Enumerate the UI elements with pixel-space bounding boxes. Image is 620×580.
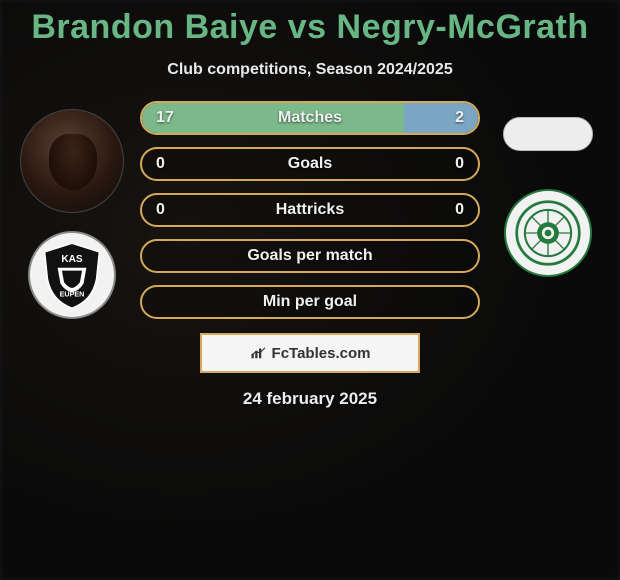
- stat-value-left: 17: [142, 109, 192, 127]
- brand-footer[interactable]: FcTables.com: [200, 333, 420, 373]
- stat-row: 0Goals0: [140, 147, 480, 181]
- left-player-photo: [20, 109, 124, 213]
- page-title: Brandon Baiye vs Negry-McGrath: [31, 8, 588, 47]
- right-club-badge: [504, 189, 592, 277]
- comparison-area: KAS EUPEN 17Matches20Goals00Hattricks0Go…: [0, 101, 620, 319]
- shield-icon: KAS EUPEN: [36, 239, 108, 311]
- left-player-column: KAS EUPEN: [12, 101, 132, 319]
- subtitle: Club competitions, Season 2024/2025: [167, 61, 452, 79]
- left-club-badge: KAS EUPEN: [28, 231, 116, 319]
- stat-value-right: 0: [428, 155, 478, 173]
- stat-label: Hattricks: [192, 201, 428, 219]
- stat-value-left: 0: [142, 201, 192, 219]
- stat-value-right: 2: [428, 109, 478, 127]
- stat-row: 17Matches2: [140, 101, 480, 135]
- right-player-column: [488, 101, 608, 277]
- brand-text: FcTables.com: [272, 345, 371, 362]
- date-label: 24 february 2025: [243, 389, 377, 409]
- stat-label: Matches: [192, 109, 428, 127]
- svg-text:KAS: KAS: [61, 254, 83, 265]
- stat-row: Min per goal: [140, 285, 480, 319]
- stat-label: Min per goal: [192, 293, 428, 311]
- right-player-photo: [503, 117, 593, 151]
- stat-label: Goals per match: [192, 247, 428, 265]
- stat-bars: 17Matches20Goals00Hattricks0Goals per ma…: [140, 101, 480, 319]
- stat-row: 0Hattricks0: [140, 193, 480, 227]
- club-crest-icon: [514, 199, 582, 267]
- stat-value-left: 0: [142, 155, 192, 173]
- stat-value-right: 0: [428, 201, 478, 219]
- stat-label: Goals: [192, 155, 428, 173]
- stat-row: Goals per match: [140, 239, 480, 273]
- card-root: Brandon Baiye vs Negry-McGrath Club comp…: [0, 0, 620, 580]
- bar-chart-icon: [250, 346, 268, 360]
